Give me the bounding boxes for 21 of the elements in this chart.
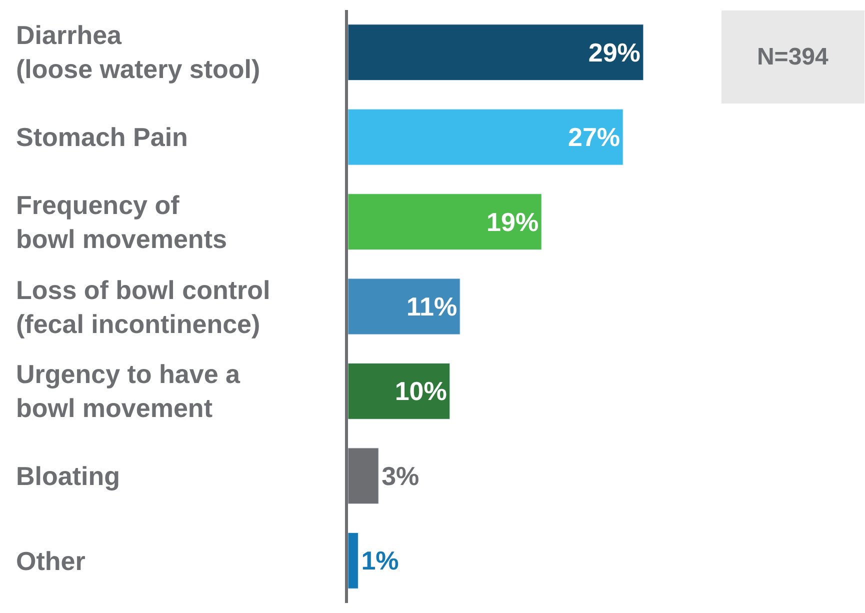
data-label: 29% [588, 37, 640, 68]
y-tick-label: Loss of bowl control (fecal incontinence) [16, 275, 270, 339]
data-label: 11% [406, 292, 458, 322]
y-tick-label: Bloating [16, 461, 120, 491]
bar [348, 278, 460, 335]
bar [348, 24, 644, 81]
data-label: 1% [361, 546, 399, 576]
y-tick-label: Other [16, 546, 86, 576]
y-tick-label: Diarrhea (loose watery stool) [16, 20, 260, 84]
bar [348, 363, 450, 420]
bar [348, 194, 542, 250]
data-label: 10% [394, 376, 447, 406]
bar [348, 532, 358, 589]
y-tick-label: Urgency to have a bowl movement [16, 359, 241, 423]
y-tick-label: Stomach Pain [16, 122, 188, 152]
y-tick-label: Frequency of bowl movements [16, 190, 227, 254]
data-label: 19% [486, 206, 539, 237]
bar [348, 108, 624, 166]
data-label: 3% [382, 460, 420, 491]
data-label: 27% [568, 122, 620, 152]
text: N=394 [756, 44, 830, 70]
